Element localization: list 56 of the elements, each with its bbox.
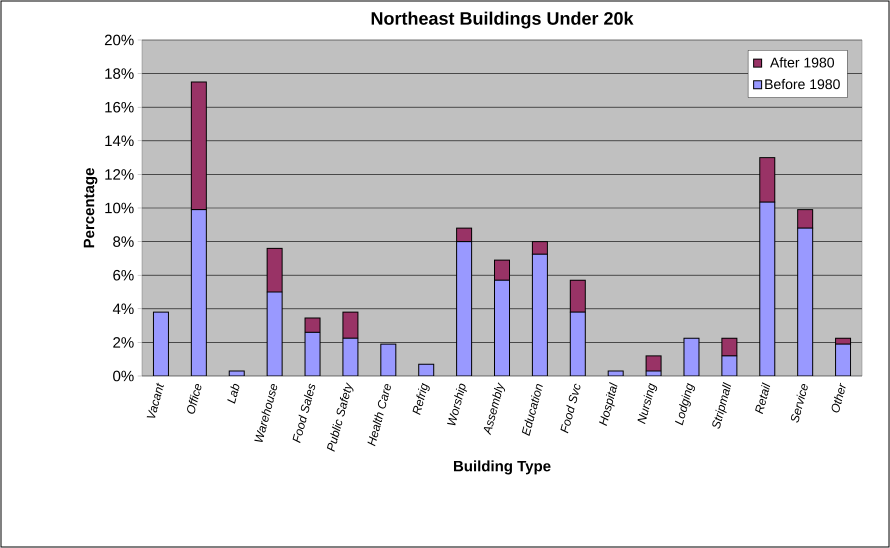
x-tick-label: Service — [790, 384, 808, 423]
chart-title: Northeast Buildings Under 20k — [372, 12, 634, 28]
bar — [304, 332, 321, 376]
x-tick-label: Refrig — [412, 382, 430, 416]
y-axis-title: Percentage — [84, 168, 98, 248]
bar — [266, 248, 283, 292]
x-axis-title: Building Type — [454, 460, 551, 474]
x-tick-label: Food Sales — [292, 384, 316, 444]
bar — [532, 254, 548, 376]
bar — [494, 280, 510, 376]
legend-label: Before 1980 — [765, 78, 840, 90]
bar — [456, 241, 472, 376]
y-tick-label: 6% — [113, 270, 134, 280]
x-tick-label: Hospital — [599, 382, 618, 426]
x-tick-label: Office — [187, 384, 202, 414]
bar — [380, 344, 396, 376]
bar — [494, 260, 510, 281]
x-tick-label: Public Safety — [326, 382, 354, 452]
y-tick-label: 18% — [105, 68, 134, 79]
x-tick-label: Food Svc — [560, 384, 580, 434]
bar — [570, 280, 586, 313]
bar — [190, 209, 207, 376]
bar — [759, 202, 776, 376]
bar — [721, 338, 738, 356]
y-tick-label: 20% — [104, 34, 134, 46]
x-tick-label: Worship — [447, 384, 468, 426]
y-tick-label: 12% — [105, 169, 134, 180]
y-tick-label: 10% — [105, 202, 134, 214]
bar — [646, 355, 662, 372]
legend-label: After 1980 — [770, 57, 834, 68]
x-tick-label: Health Care — [368, 384, 391, 446]
y-tick-label: 0% — [113, 370, 134, 382]
bar — [797, 228, 814, 376]
bar — [342, 338, 358, 376]
x-tick-label: Nursing — [638, 382, 658, 424]
bar — [570, 312, 586, 376]
x-tick-label: Vacant — [146, 382, 164, 418]
bar — [342, 312, 358, 339]
x-tick-label: Stripmall — [712, 382, 732, 429]
y-tick-label: 14% — [105, 136, 134, 146]
x-tick-label: Lodging — [675, 382, 695, 426]
y-tick-label: 16% — [105, 102, 134, 112]
x-tick-label: Lab — [227, 384, 240, 404]
bar — [456, 228, 472, 242]
bar — [304, 318, 321, 333]
y-tick-label: 4% — [112, 304, 134, 314]
bar — [797, 209, 814, 229]
bar — [835, 344, 852, 376]
y-tick-label: 2% — [113, 337, 134, 348]
x-tick-label: Retail — [755, 382, 770, 414]
y-tick-label: 8% — [113, 236, 134, 247]
bar — [532, 241, 548, 255]
bar — [266, 292, 283, 376]
x-tick-label: Other — [832, 382, 846, 412]
bar — [683, 338, 700, 376]
bar — [152, 312, 169, 376]
